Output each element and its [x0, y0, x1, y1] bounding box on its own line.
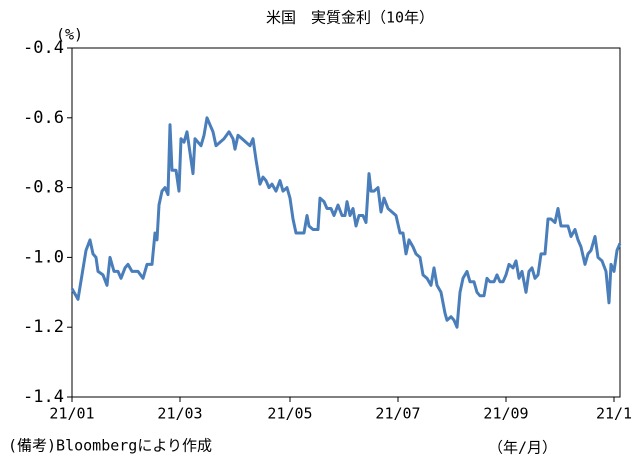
- x-tick-label: 21/01: [49, 405, 94, 423]
- data-line: [70, 116, 622, 329]
- y-tick-label: -1.2: [23, 317, 64, 337]
- y-tick-label: -0.6: [23, 108, 64, 128]
- source-note: (備考)Bloombergにより作成: [8, 437, 212, 455]
- plot-frame: [71, 47, 621, 398]
- y-tick-label: -0.8: [23, 178, 64, 198]
- x-tick-label: 21/07: [375, 405, 420, 423]
- x-tick-label: 21/1: [596, 405, 632, 423]
- y-axis-label: (%): [56, 26, 83, 44]
- x-tick-label: 21/09: [483, 405, 528, 423]
- y-tick-label: -1.4: [23, 387, 64, 407]
- chart-title: 米国 実質金利（10年）: [266, 9, 434, 27]
- x-tick-label: 21/03: [157, 405, 202, 423]
- y-tick-label: -0.4: [23, 38, 64, 58]
- x-axis-label: （年/月）: [488, 439, 557, 457]
- x-tick-label: 21/05: [267, 405, 312, 423]
- y-tick-label: -1.0: [23, 247, 64, 267]
